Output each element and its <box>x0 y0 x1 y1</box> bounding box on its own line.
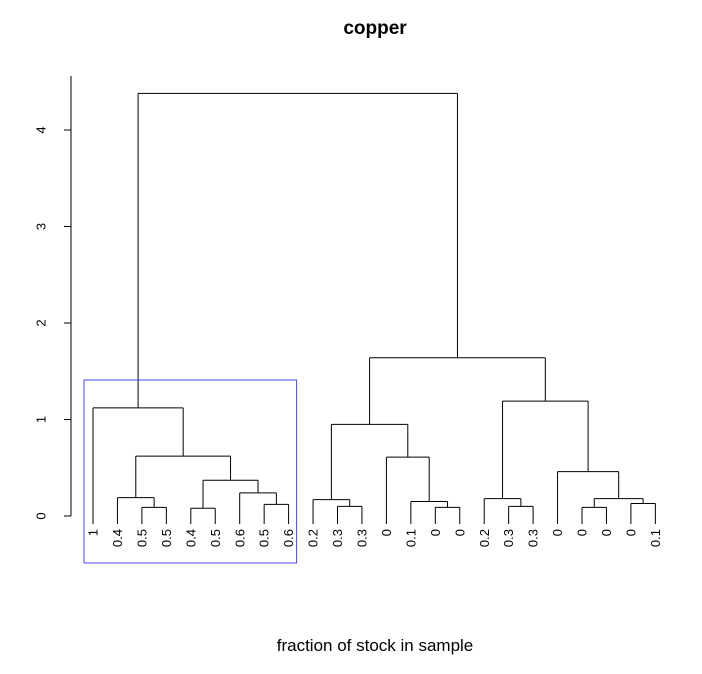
leaf-label: 0.5 <box>134 529 149 547</box>
x-axis-label: fraction of stock in sample <box>276 636 474 655</box>
leaf-label: 1 <box>86 529 101 536</box>
leaf-label: 0.3 <box>355 529 370 547</box>
leaf-label: 0.5 <box>257 529 272 547</box>
leaf-label: 0.5 <box>208 529 223 547</box>
leaf-label: 0.6 <box>281 529 296 547</box>
leaf-label: 0 <box>599 529 614 536</box>
leaf-label: 0 <box>575 529 590 536</box>
leaf-label: 0.2 <box>306 529 321 547</box>
leaf-label: 0.3 <box>330 529 345 547</box>
leaf-label: 0.5 <box>159 529 174 547</box>
y-tick-label: 0 <box>34 512 49 519</box>
leaf-label: 0.6 <box>232 529 247 547</box>
leaf-label: 0 <box>452 529 467 536</box>
leaf-label: 0.1 <box>648 529 663 547</box>
y-tick-label: 4 <box>34 126 49 133</box>
leaf-label: 0.4 <box>183 529 198 547</box>
cluster-highlight-box <box>83 379 298 564</box>
leaf-label: 0.1 <box>403 529 418 547</box>
leaf-label: 0 <box>379 529 394 536</box>
leaf-label: 0.4 <box>110 529 125 547</box>
y-tick-label: 2 <box>34 319 49 326</box>
y-tick-label: 3 <box>34 223 49 230</box>
leaf-label: 0.3 <box>526 529 541 547</box>
leaf-label: 0 <box>623 529 638 536</box>
leaf-label: 0.2 <box>477 529 492 547</box>
y-tick-label: 1 <box>34 416 49 423</box>
chart-title: copper <box>343 18 407 39</box>
leaf-label: 0 <box>550 529 565 536</box>
leaf-label: 0 <box>428 529 443 536</box>
leaf-label: 0.3 <box>501 529 516 547</box>
